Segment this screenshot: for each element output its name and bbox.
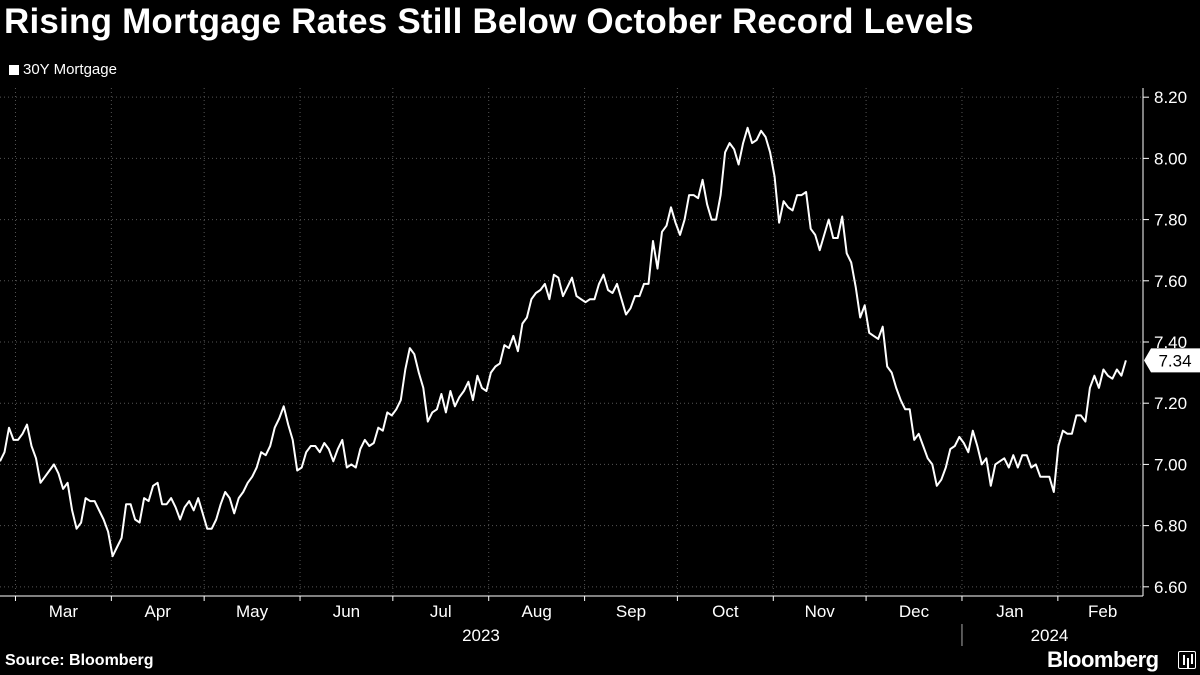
y-tick-label: 6.80 xyxy=(1154,517,1187,536)
x-tick-label: Feb xyxy=(1088,602,1117,621)
x-tick-label: Jan xyxy=(996,602,1023,621)
y-tick-label: 8.00 xyxy=(1154,149,1187,168)
x-tick-label: Jun xyxy=(333,602,360,621)
y-tick-label: 7.40 xyxy=(1154,333,1187,352)
year-label: 2024 xyxy=(1031,626,1069,645)
y-tick-label: 8.20 xyxy=(1154,88,1187,107)
source-note: Source: Bloomberg xyxy=(5,652,154,669)
legend-swatch xyxy=(9,64,19,75)
y-tick-label: 7.60 xyxy=(1154,272,1187,291)
last-value-label: 7.34 xyxy=(1158,351,1191,370)
x-tick-label: Dec xyxy=(899,602,930,621)
series-line-30y-mortgage xyxy=(0,126,1127,558)
x-tick-label: Jul xyxy=(430,602,452,621)
x-tick-label: Sep xyxy=(616,602,646,621)
last-value-callout xyxy=(1144,348,1200,373)
y-tick-label: 7.00 xyxy=(1154,455,1187,474)
y-tick-label: 7.80 xyxy=(1154,211,1187,230)
x-tick-label: Aug xyxy=(522,602,552,621)
legend-label: 30Y Mortgage xyxy=(23,61,117,78)
year-label: 2023 xyxy=(462,626,500,645)
chart-title: Rising Mortgage Rates Still Below Octobe… xyxy=(4,2,974,41)
y-tick-label: 7.20 xyxy=(1154,394,1187,413)
x-tick-label: May xyxy=(236,602,269,621)
bloomberg-terminal-icon xyxy=(1178,651,1196,669)
x-tick-label: Nov xyxy=(805,602,836,621)
x-tick-label: Apr xyxy=(145,602,172,621)
y-tick-label: 6.60 xyxy=(1154,578,1187,597)
brand-logo-text: Bloomberg xyxy=(1047,647,1159,672)
legend: 30Y Mortgage xyxy=(9,61,117,78)
x-tick-label: Mar xyxy=(49,602,79,621)
x-tick-label: Oct xyxy=(712,602,739,621)
